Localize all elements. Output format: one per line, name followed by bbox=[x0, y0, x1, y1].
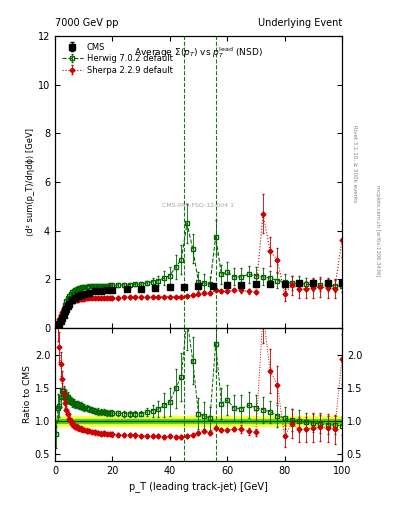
Y-axis label: Ratio to CMS: Ratio to CMS bbox=[23, 366, 32, 423]
X-axis label: p_T (leading track-jet) [GeV]: p_T (leading track-jet) [GeV] bbox=[129, 481, 268, 492]
Y-axis label: ⟨d² sum(p_T)/dηdϕ⟩ [GeV]: ⟨d² sum(p_T)/dηdϕ⟩ [GeV] bbox=[26, 128, 35, 236]
Bar bbox=[55, 419, 342, 423]
Text: 7000 GeV pp: 7000 GeV pp bbox=[55, 18, 119, 28]
Text: Underlying Event: Underlying Event bbox=[258, 18, 342, 28]
Text: Rivet 3.1.10, ≥ 500k events: Rivet 3.1.10, ≥ 500k events bbox=[352, 125, 357, 202]
Bar bbox=[55, 416, 342, 425]
Legend: CMS, Herwig 7.0.2 default, Sherpa 2.2.9 default: CMS, Herwig 7.0.2 default, Sherpa 2.2.9 … bbox=[59, 40, 175, 77]
Text: Average $\Sigma(p_T)$ vs $p_T^{\rm lead}$ (NSD): Average $\Sigma(p_T)$ vs $p_T^{\rm lead}… bbox=[134, 45, 263, 59]
Text: mcplots.cern.ch [arXiv:1306.3436]: mcplots.cern.ch [arXiv:1306.3436] bbox=[375, 185, 380, 276]
Text: CMS-PAS-FSQ-12-004 1: CMS-PAS-FSQ-12-004 1 bbox=[162, 203, 235, 208]
